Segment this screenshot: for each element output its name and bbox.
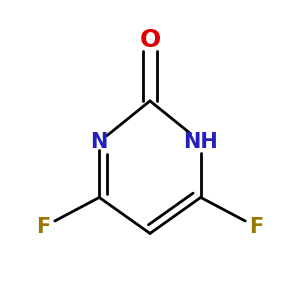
Text: F: F xyxy=(37,217,51,237)
Text: O: O xyxy=(140,28,160,52)
Text: N: N xyxy=(91,132,108,152)
Text: F: F xyxy=(249,217,263,237)
Text: NH: NH xyxy=(183,132,218,152)
